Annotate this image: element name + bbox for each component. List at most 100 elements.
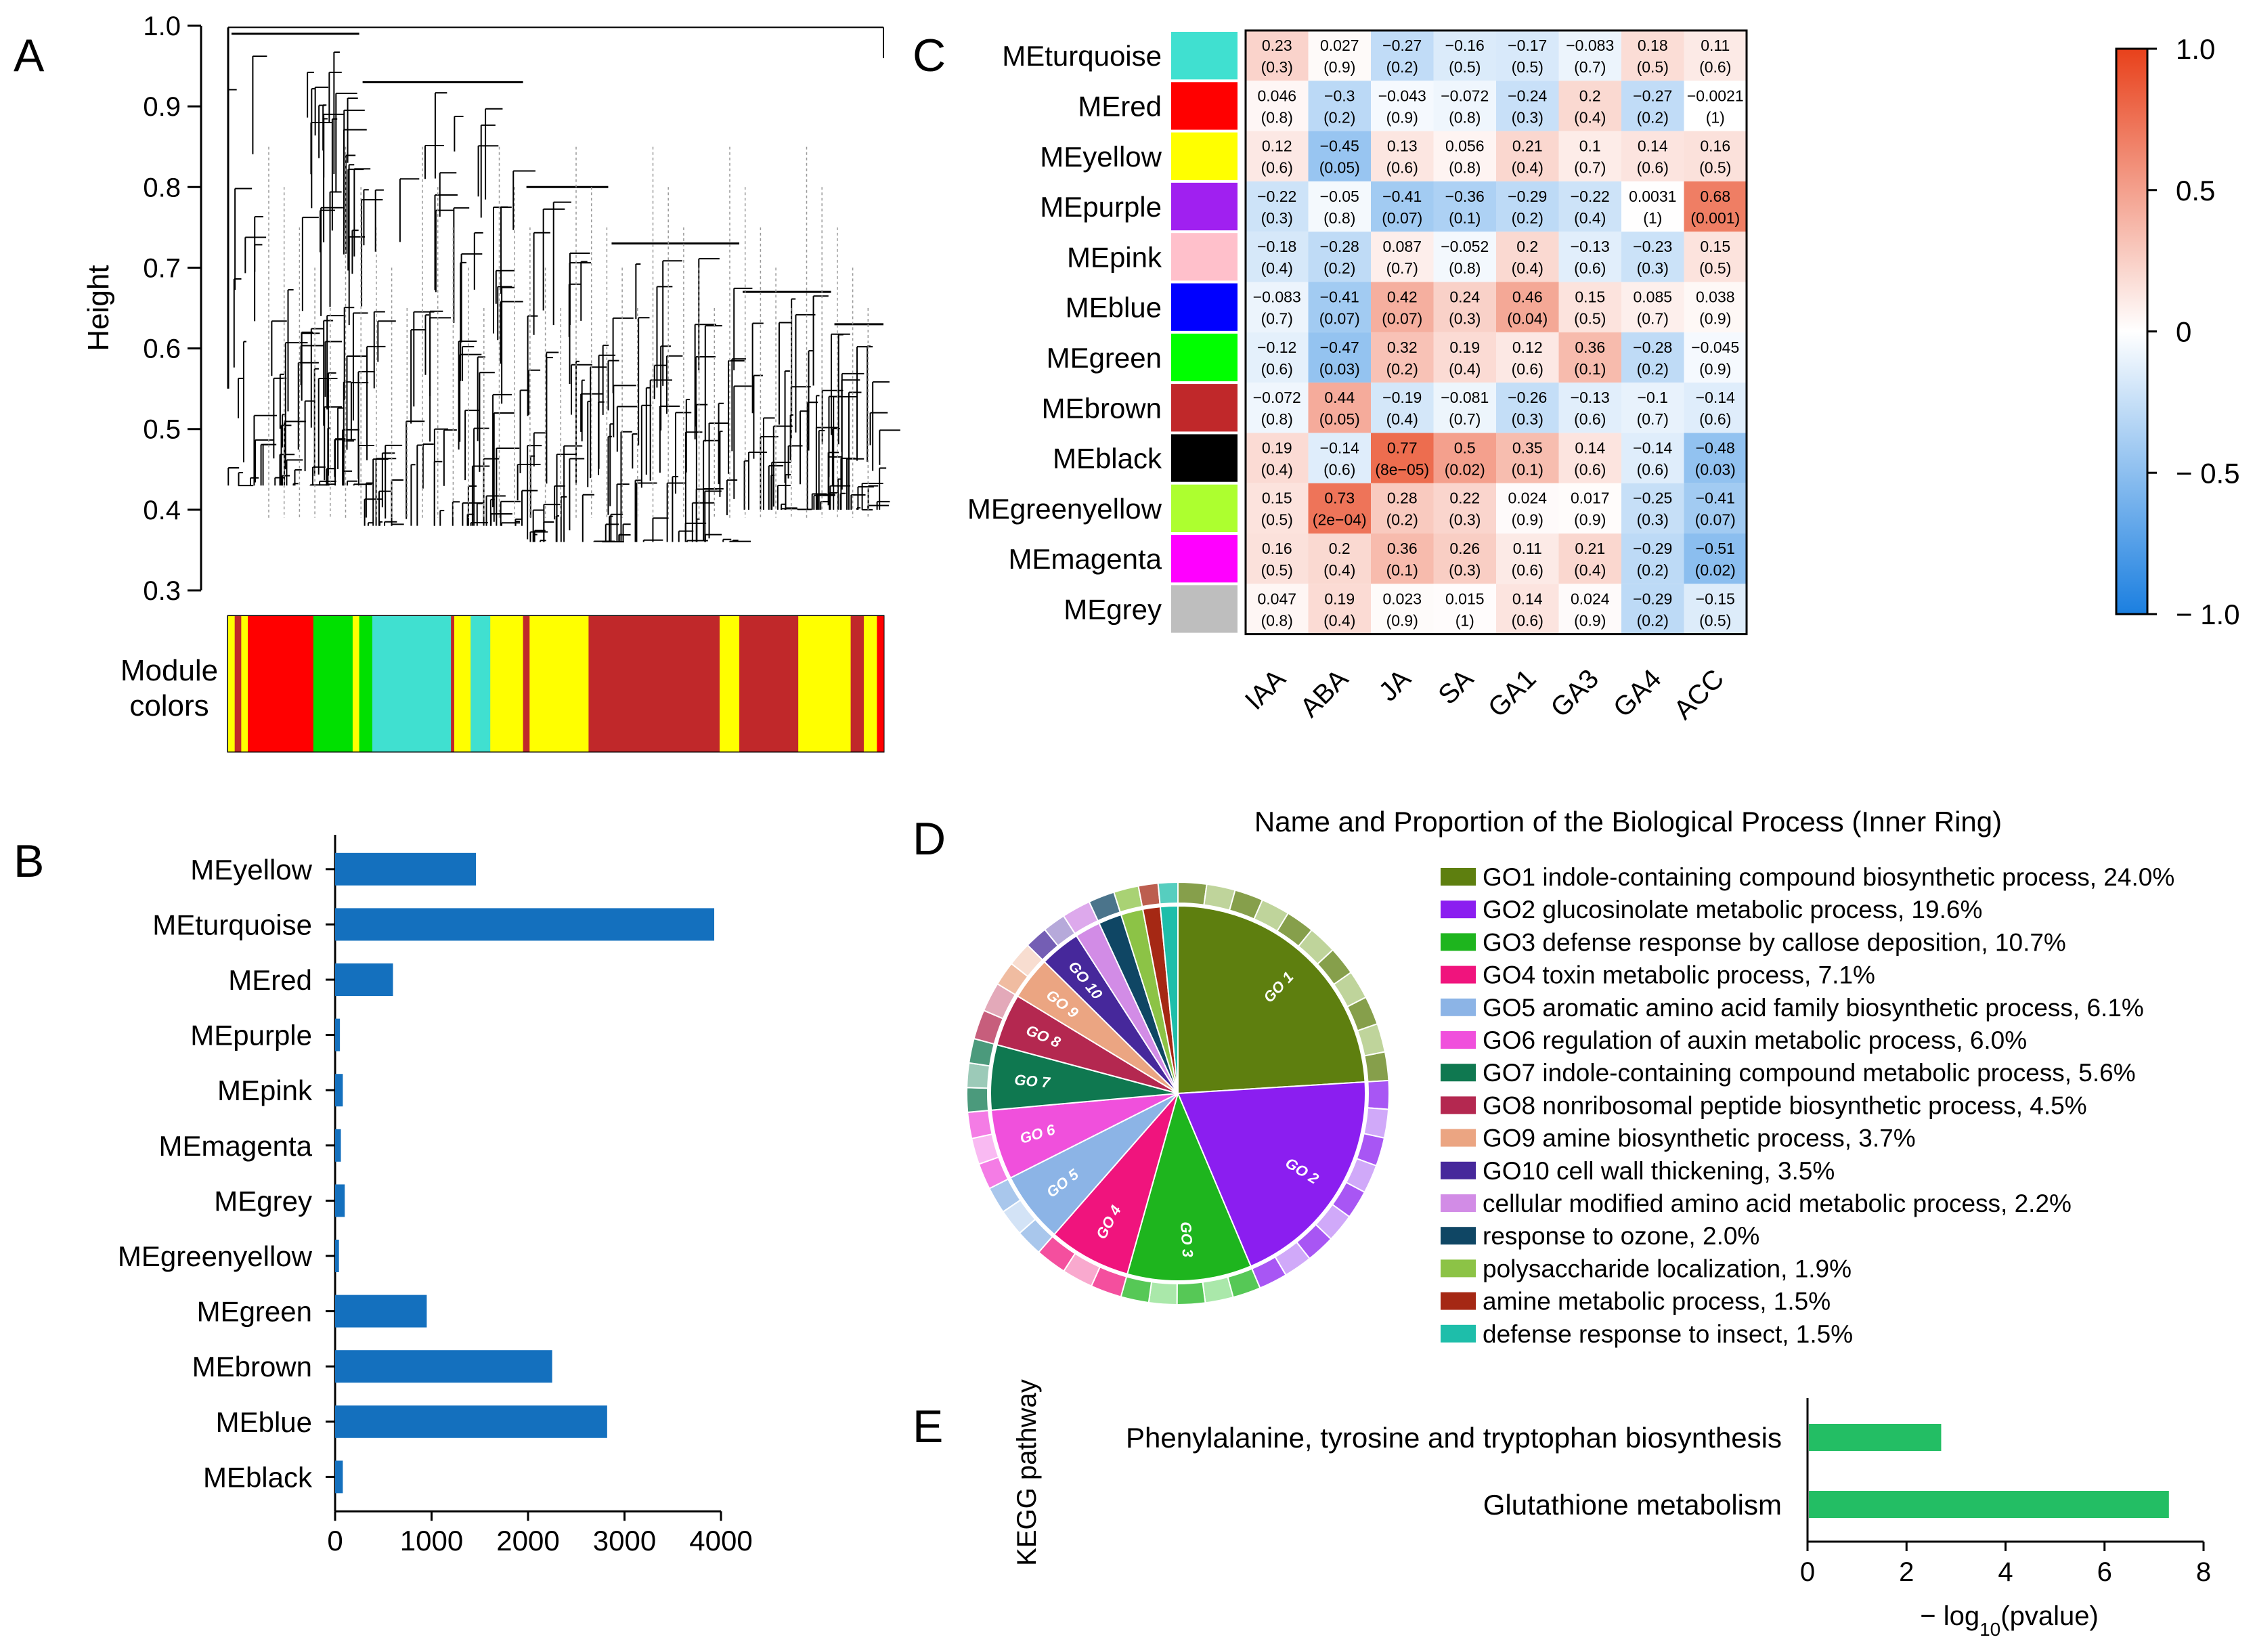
cell-correlation: −0.14 <box>1696 389 1735 406</box>
heatmap-cell <box>1621 282 1684 332</box>
pie-slice <box>1177 905 1366 1095</box>
heatmap-cell <box>1558 181 1621 232</box>
cell-pvalue: (0.8) <box>1449 259 1481 277</box>
heatmap-cell <box>1684 131 1747 181</box>
cell-correlation: −0.51 <box>1696 540 1735 557</box>
cell-correlation: −0.072 <box>1253 389 1301 406</box>
cell-pvalue: (0.07) <box>1695 511 1736 529</box>
cell-pvalue: (0.6) <box>1574 460 1606 478</box>
cell-pvalue: (0.1) <box>1574 360 1606 378</box>
category-label: MEgreenyellow <box>118 1240 313 1272</box>
cell-pvalue: (0.6) <box>1323 460 1355 478</box>
cell-pvalue: (0.02) <box>1695 561 1736 579</box>
row-label: MEgrey <box>1064 593 1162 625</box>
module-color-swatch <box>1171 233 1238 281</box>
heatmap-cell <box>1558 81 1621 131</box>
cell-correlation: 0.77 <box>1387 439 1418 456</box>
bar <box>335 963 393 996</box>
heatmap-cell <box>1621 584 1684 634</box>
cell-pvalue: (0.3) <box>1449 561 1481 579</box>
heatmap-cell <box>1496 30 1559 81</box>
module-strip-segment <box>523 616 530 752</box>
module-color-swatch <box>1171 32 1238 80</box>
cell-correlation: −0.043 <box>1378 87 1426 104</box>
cell-pvalue: (0.3) <box>1261 58 1293 76</box>
cell-correlation: −0.14 <box>1320 439 1359 456</box>
cell-pvalue: (0.7) <box>1261 310 1293 328</box>
cell-pvalue: (0.9) <box>1574 611 1606 629</box>
category-label: MEgrey <box>214 1185 312 1217</box>
cell-pvalue: (0.5) <box>1449 58 1481 76</box>
module-strip-segment <box>372 616 452 752</box>
category-label: MEblack <box>203 1461 313 1493</box>
legend-swatch <box>1441 1064 1476 1082</box>
category-label: MEmagenta <box>159 1130 313 1162</box>
column-label: ACC <box>1668 664 1730 725</box>
x-tick-label: 2 <box>1899 1557 1914 1587</box>
row-label: MEred <box>1078 90 1162 122</box>
cell-correlation: −0.0021 <box>1687 87 1744 104</box>
legend-label: GO7 indole-containing compound metabolic… <box>1483 1059 2136 1087</box>
cell-correlation: −0.1 <box>1638 389 1668 406</box>
heatmap-cell <box>1308 483 1371 534</box>
cell-pvalue: (0.5) <box>1699 611 1731 629</box>
category-label: MEgreen <box>197 1296 312 1328</box>
cell-pvalue: (0.2) <box>1637 108 1669 126</box>
row-label: MEblack <box>1053 443 1162 475</box>
cell-pvalue: (0.7) <box>1637 310 1669 328</box>
cell-pvalue: (0.9) <box>1323 58 1355 76</box>
heatmap-cell <box>1246 81 1309 131</box>
heatmap-cell <box>1371 534 1434 584</box>
bar <box>335 852 477 886</box>
cell-correlation: 0.047 <box>1257 590 1296 607</box>
heatmap-cell <box>1308 383 1371 433</box>
cell-correlation: 0.28 <box>1387 490 1418 507</box>
module-strip-segment <box>850 616 864 752</box>
heatmap-cell <box>1308 332 1371 383</box>
legend-label: polysaccharide localization, 1.9% <box>1483 1255 1852 1282</box>
category-label: Phenylalanine, tyrosine and tryptophan b… <box>1126 1422 1782 1454</box>
heatmap-cell <box>1684 483 1747 534</box>
column-label: GA4 <box>1608 664 1667 723</box>
row-label: MEmagenta <box>1009 543 1162 575</box>
cell-correlation: 0.14 <box>1512 590 1543 607</box>
heatmap-frame <box>1244 29 1748 636</box>
cell-pvalue: (0.9) <box>1699 310 1731 328</box>
heatmap-cell <box>1684 232 1747 282</box>
module-color-swatch <box>1171 535 1238 583</box>
legend-swatch <box>1441 1096 1476 1114</box>
module-color-swatch <box>1171 182 1238 231</box>
y-tick-label: 1.0 <box>143 12 181 41</box>
x-tick-label: 4 <box>1998 1557 2013 1587</box>
colorbar <box>2115 47 2149 615</box>
cell-pvalue: (0.3) <box>1512 410 1544 428</box>
cell-correlation: −0.45 <box>1320 137 1359 155</box>
cell-pvalue: (0.6) <box>1574 410 1606 428</box>
module-colors-label-line2: colors <box>129 689 209 722</box>
module-color-swatch <box>1171 434 1238 482</box>
heatmap-cell <box>1496 131 1559 181</box>
cell-correlation: 0.2 <box>1516 238 1538 255</box>
pie-slice <box>1177 1081 1366 1267</box>
cell-pvalue: (0.4) <box>1574 561 1606 579</box>
cell-correlation: 0.015 <box>1445 590 1485 607</box>
x-axis-label: − log10(pvalue) <box>1920 1601 2099 1640</box>
outer-ring-segment <box>1363 1051 1390 1083</box>
heatmap-cell <box>1621 181 1684 232</box>
cell-correlation: −0.083 <box>1566 37 1614 54</box>
heatmap-cell <box>1558 483 1621 534</box>
cell-pvalue: (0.2) <box>1323 108 1355 126</box>
row-label: MEgreenyellow <box>967 493 1162 525</box>
cell-correlation: 0.038 <box>1696 288 1735 306</box>
cell-pvalue: (0.7) <box>1386 259 1418 277</box>
cell-correlation: 0.22 <box>1449 490 1480 507</box>
module-strip-segment <box>352 616 360 752</box>
colorbar-tick-label: − 1.0 <box>2176 599 2240 630</box>
cell-pvalue: (0.6) <box>1699 410 1731 428</box>
cell-correlation: 0.027 <box>1320 37 1359 54</box>
row-label: MEbrown <box>1042 392 1162 424</box>
heatmap-cell <box>1558 534 1621 584</box>
bar <box>335 1295 427 1328</box>
heatmap-cell <box>1621 483 1684 534</box>
cell-pvalue: (0.6) <box>1512 360 1544 378</box>
